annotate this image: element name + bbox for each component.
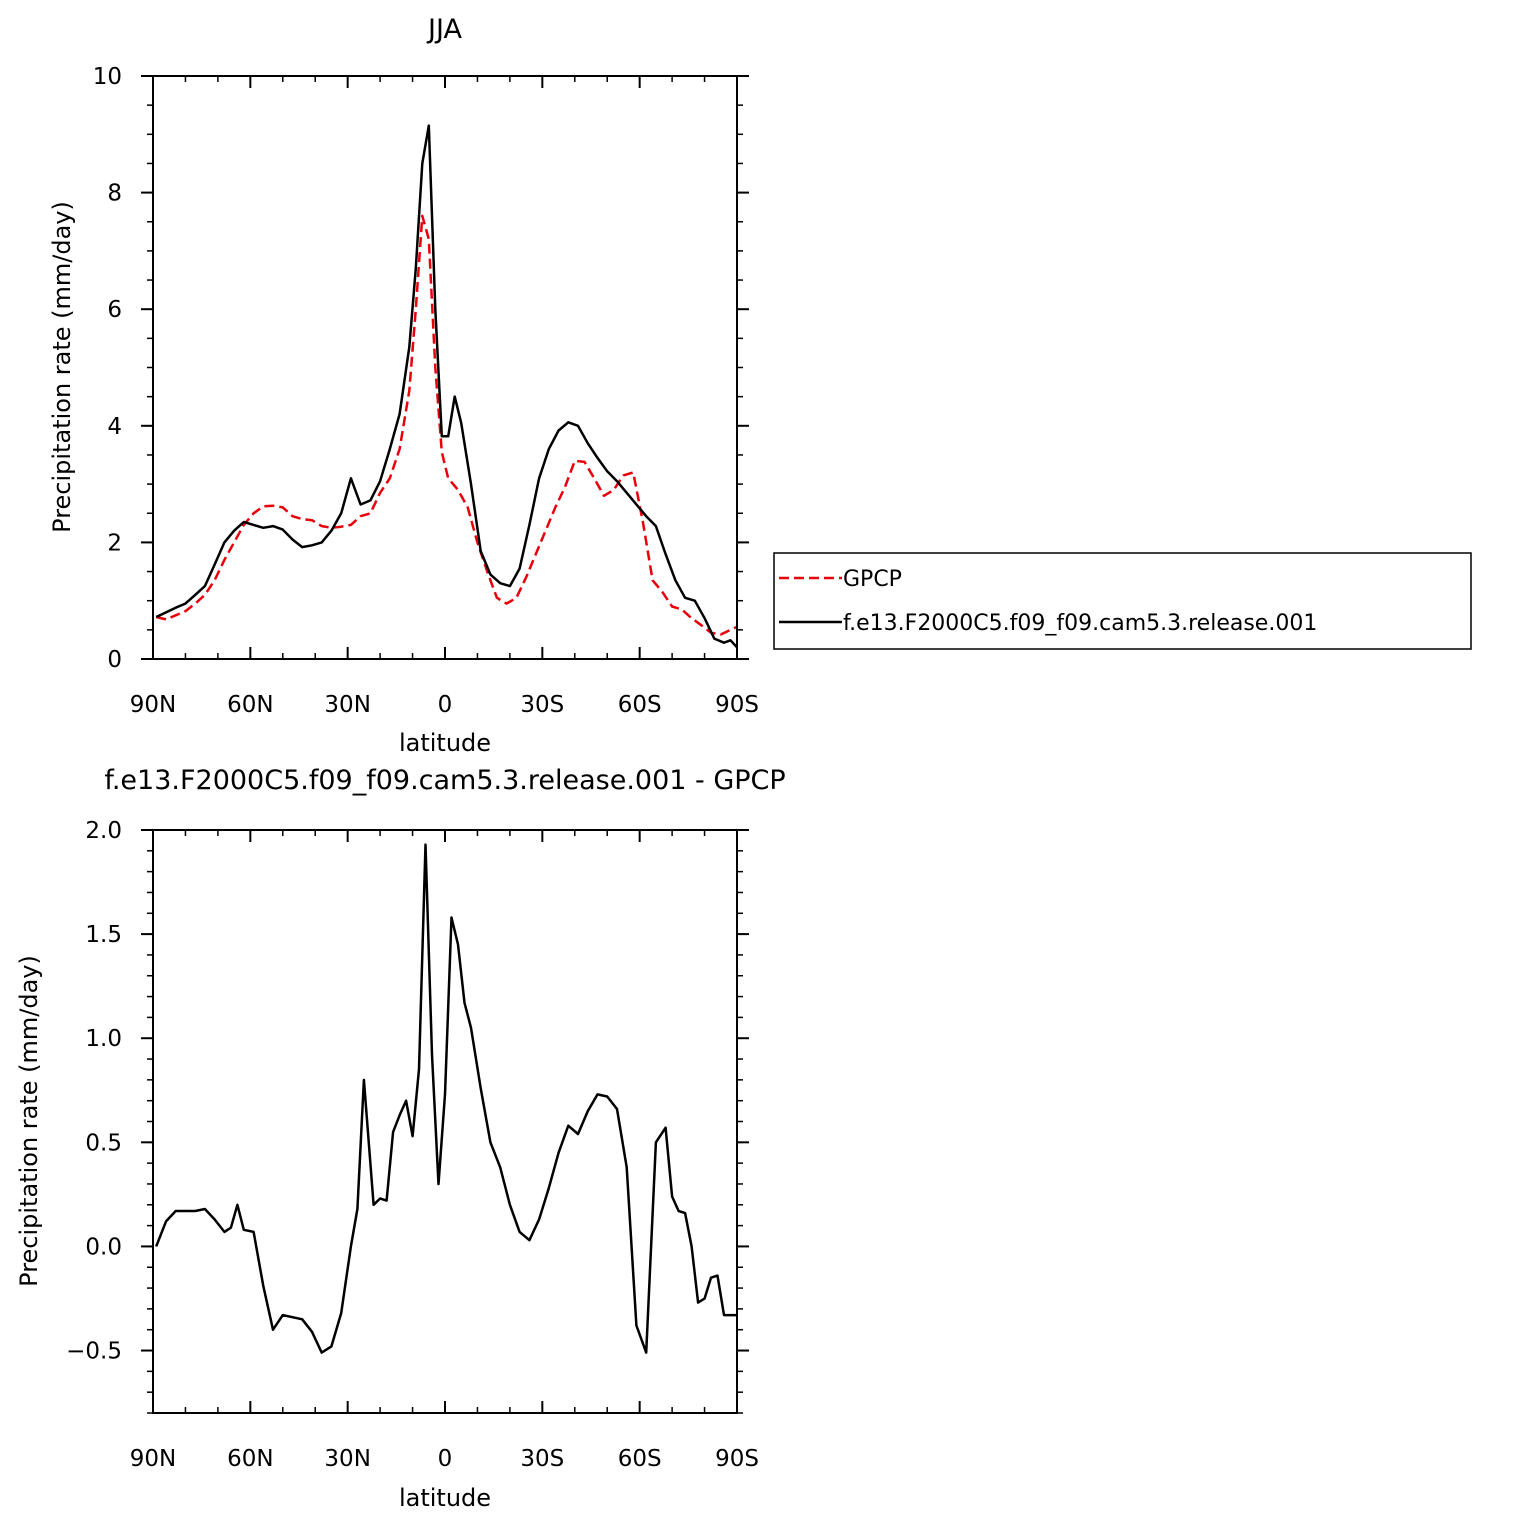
top-x-axis-label: latitude: [399, 729, 491, 757]
series-line-difference: [155, 843, 737, 1354]
series-line-model: [155, 124, 738, 649]
bottom-series-group: [155, 843, 737, 1354]
x-tick-label: 90S: [715, 1446, 759, 1472]
x-tick-label: 90S: [715, 692, 759, 718]
legend-label-model: f.e13.F2000C5.f09_f09.cam5.3.release.001: [843, 611, 1317, 636]
x-tick-label: 30N: [324, 1446, 370, 1472]
y-tick-label: 0.5: [85, 1130, 122, 1156]
x-tick-label: 30S: [520, 692, 564, 718]
y-tick-label: 0: [107, 647, 122, 673]
y-tick-label: 10: [93, 64, 122, 90]
panel-bottom: f.e13.F2000C5.f09_f09.cam5.3.release.001…: [15, 765, 786, 1512]
y-tick-label: 4: [107, 414, 122, 440]
y-tick-label: 2.0: [85, 818, 122, 844]
x-tick-label: 30S: [520, 1446, 564, 1472]
x-tick-label: 30N: [324, 692, 370, 718]
y-tick-label: 1.0: [85, 1026, 122, 1052]
y-tick-label: 2: [107, 530, 122, 556]
top-ticks: [141, 75, 749, 660]
bottom-x-axis-label: latitude: [399, 1484, 491, 1512]
bottom-y-axis-label: Precipitation rate (mm/day): [15, 955, 43, 1287]
y-tick-label: 8: [107, 181, 122, 207]
x-tick-label: 60N: [227, 1446, 273, 1472]
top-plot-frame: [152, 75, 738, 660]
top-series-group: [155, 124, 738, 649]
bottom-title: f.e13.F2000C5.f09_f09.cam5.3.release.001…: [104, 765, 785, 796]
top-tick-labels: 90N 60N 30N 0 30S 60S 90S 0 2 4 6 8 10: [93, 64, 759, 718]
top-y-axis-label: Precipitation rate (mm/day): [48, 201, 76, 533]
bottom-ticks: [141, 829, 749, 1414]
legend-box: [773, 552, 1472, 650]
x-tick-label: 60N: [227, 692, 273, 718]
y-tick-label: −0.5: [66, 1339, 122, 1365]
x-tick-label: 90N: [130, 692, 176, 718]
legend-label-gpcp: GPCP: [843, 567, 902, 592]
series-line-gpcp: [155, 214, 738, 636]
y-tick-label: 0.0: [85, 1234, 122, 1260]
legend: GPCP f.e13.F2000C5.f09_f09.cam5.3.releas…: [773, 552, 1472, 650]
x-tick-label: 0: [438, 692, 453, 718]
bottom-plot-frame: [152, 829, 738, 1414]
top-title: JJA: [426, 14, 462, 45]
bottom-tick-labels: 90N 60N 30N 0 30S 60S 90S −0.5 0.0 0.5 1.0 1.5 2.0: [66, 818, 759, 1472]
y-tick-label: 1.5: [85, 922, 122, 948]
x-tick-label: 90N: [130, 1446, 176, 1472]
x-tick-label: 60S: [618, 692, 662, 718]
y-tick-label: 6: [107, 297, 122, 323]
x-tick-label: 60S: [618, 1446, 662, 1472]
x-tick-label: 0: [438, 1446, 453, 1472]
